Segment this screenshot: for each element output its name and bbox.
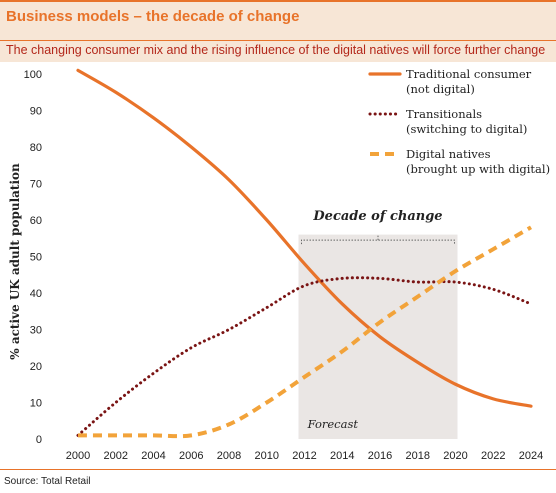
y-tick-label: 40 [30, 288, 42, 300]
chart-title: Business models – the decade of change [6, 8, 300, 25]
x-tick-label: 2000 [66, 450, 90, 462]
y-tick-label: 0 [36, 434, 42, 446]
legend: Traditional consumer (not digital) Transit… [368, 67, 550, 176]
y-tick-label: 20 [30, 361, 42, 373]
x-tick-label: 2004 [141, 450, 165, 462]
y-axis-label: % active UK adult population [8, 163, 22, 360]
series-line-2 [78, 225, 533, 439]
series-line-1 [76, 276, 533, 437]
x-tick-label: 2008 [217, 450, 241, 462]
subtitle-bar: The changing consumer mix and the rising… [0, 40, 556, 62]
band-label: Decade of change [312, 209, 442, 224]
series-line-0 [76, 68, 533, 408]
y-tick-label: 30 [30, 325, 42, 337]
y-tick-label: 50 [30, 252, 42, 264]
legend-label-1: Transitionals (switching to digital) [406, 107, 527, 136]
y-tick-label: 70 [30, 179, 42, 191]
x-tick-label: 2002 [104, 450, 128, 462]
y-tick-label: 80 [30, 142, 42, 154]
legend-label-0: Traditional consumer (not digital) [406, 67, 532, 96]
x-tick-label: 2020 [443, 450, 467, 462]
x-tick-label: 2006 [179, 450, 203, 462]
line-chart: 2000 2002 2004 2006 2008 2010 2012 2014 2016 2018… [8, 67, 550, 462]
source-note: Source: Total Retail [4, 476, 91, 487]
title-bar: Business models – the decade of change [0, 0, 556, 40]
y-tick-label: 10 [30, 398, 42, 410]
series-layer [76, 68, 533, 439]
band-annotation: Decade of change Forecast [301, 209, 455, 431]
divider [0, 469, 556, 470]
x-tick-label: 2016 [368, 450, 392, 462]
legend-label-2: Digital natives (brought up with digital) [406, 147, 550, 176]
y-tick-label: 100 [24, 69, 42, 81]
y-tick-label: 90 [30, 106, 42, 118]
x-tick-label: 2024 [519, 450, 543, 462]
band-bracket [301, 235, 455, 245]
axis-ticks: 2000 2002 2004 2006 2008 2010 2012 2014 2016 2018… [24, 69, 544, 462]
x-tick-label: 2018 [406, 450, 430, 462]
y-tick-label: 60 [30, 215, 42, 227]
x-tick-label: 2010 [255, 450, 279, 462]
x-tick-label: 2012 [292, 450, 316, 462]
x-tick-label: 2014 [330, 450, 354, 462]
chart-subtitle: The changing consumer mix and the rising… [6, 43, 546, 57]
x-tick-label: 2022 [481, 450, 505, 462]
forecast-label: Forecast [307, 417, 359, 431]
